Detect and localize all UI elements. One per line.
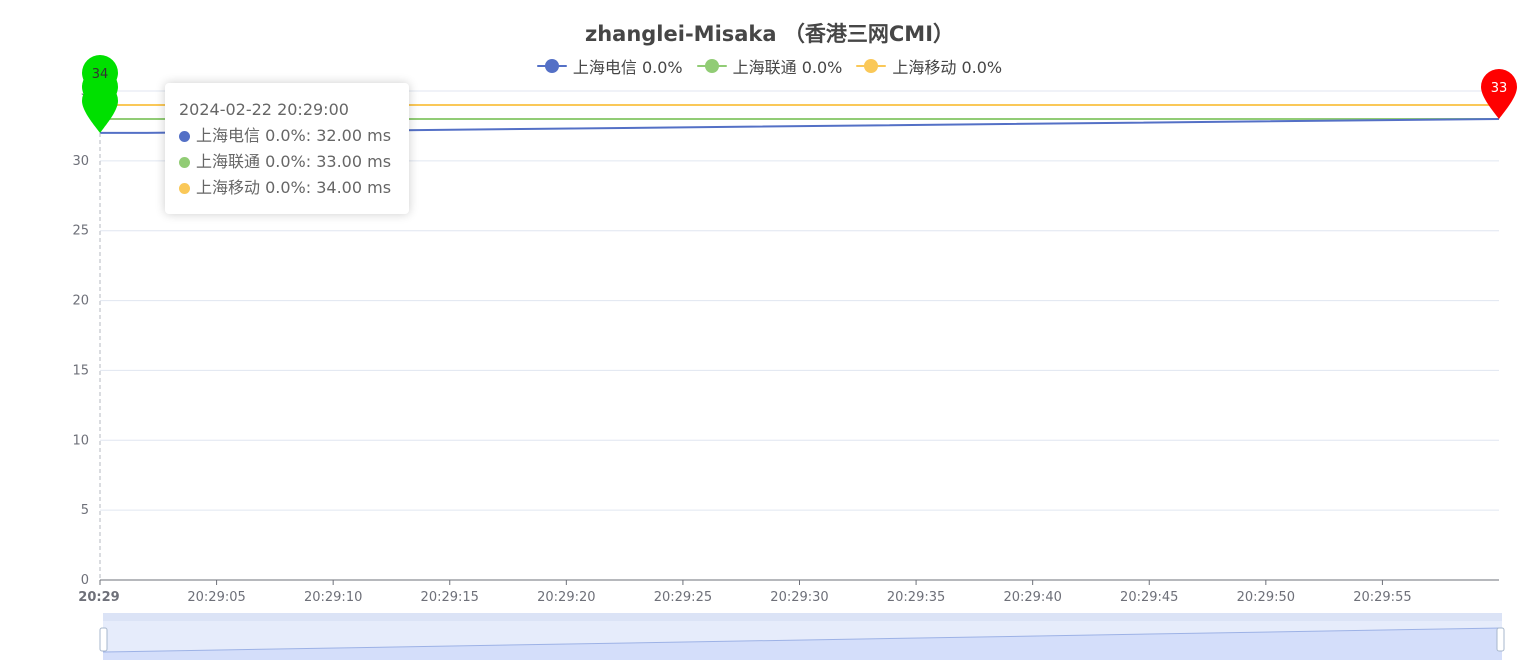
axis-layer: 051015202530320:2920:29:0520:29:1020:29:… xyxy=(72,84,1499,605)
legend-item-series-2[interactable]: 上海移动 0.0% xyxy=(856,54,1002,78)
tooltip-dot xyxy=(179,130,190,142)
x-tick-label: 20:29:15 xyxy=(421,590,479,605)
tooltip-dot xyxy=(179,156,190,168)
tooltip-row-text: 上海移动 0.0%: 34.00 ms xyxy=(196,178,392,197)
tooltip-row: 上海电信 0.0%: 32.00 ms xyxy=(179,123,395,149)
mark-point-pin xyxy=(82,54,118,105)
legend-item-series-1[interactable]: 上海联通 0.0% xyxy=(696,54,843,78)
legend-swatch-series-0 xyxy=(536,59,567,73)
mark-point-label: 34 xyxy=(92,67,109,82)
tooltip-row-text: 上海电信 0.0%: 32.00 ms xyxy=(196,126,392,145)
x-tick-label: 20:29 xyxy=(78,590,119,605)
tooltip-time: 2024-02-22 20:29:00 xyxy=(179,100,349,119)
x-tick-label: 20:29:50 xyxy=(1237,590,1295,605)
legend-item-series-0[interactable]: 上海电信 0.0% xyxy=(536,54,683,78)
x-tick-label: 20:29:55 xyxy=(1353,590,1411,605)
zoom-handle-left xyxy=(99,627,108,652)
zoom-move-handle xyxy=(103,613,1502,621)
x-tick-label: 20:29:20 xyxy=(537,590,595,605)
legend-label-series-0: 上海电信 0.0% xyxy=(572,58,683,77)
series-line-0 xyxy=(100,117,1500,134)
chart-title: zhanglei-Misaka （香港三网CMI） xyxy=(584,22,955,46)
x-tick-label: 20:29:45 xyxy=(1120,590,1178,605)
zoom-data-area xyxy=(103,628,1502,660)
y-tick-label: 30 xyxy=(72,154,89,169)
zoom-data-line xyxy=(102,627,1503,653)
y-tick-label: 15 xyxy=(72,363,89,378)
mark-point-pin xyxy=(1481,68,1517,119)
tooltip-dot xyxy=(179,182,190,194)
legend-swatch-series-2 xyxy=(856,59,887,73)
y-tick-label: 25 xyxy=(72,224,89,239)
x-tick-label: 20:29:35 xyxy=(887,590,945,605)
markpoint-layer: 32333433 xyxy=(82,54,1517,133)
chart-legend: 上海电信 0.0% 上海联通 0.0% 上海移动 0.0% xyxy=(0,54,1539,78)
legend-label-series-1: 上海联通 0.0% xyxy=(732,58,843,77)
tooltip-row: 上海移动 0.0%: 34.00 ms xyxy=(179,175,395,201)
legend-label-series-2: 上海移动 0.0% xyxy=(892,58,1003,77)
x-tick-label: 20:29:40 xyxy=(1003,590,1061,605)
zoom-handle-right xyxy=(1496,627,1505,652)
x-tick-label: 20:29:05 xyxy=(187,590,245,605)
tooltip-row: 上海联通 0.0%: 33.00 ms xyxy=(179,149,395,175)
mark-point-label: 33 xyxy=(1491,81,1508,96)
legend-swatch-series-1 xyxy=(696,59,727,73)
x-tick-label: 20:29:10 xyxy=(304,590,362,605)
y-tick-label: 5 xyxy=(81,503,89,518)
x-tick-label: 20:29:30 xyxy=(770,590,828,605)
tooltip: 2024-02-22 20:29:00 上海电信 0.0%: 32.00 ms … xyxy=(165,83,409,214)
data-zoom-slider[interactable] xyxy=(99,613,1505,660)
x-tick-label: 20:29:25 xyxy=(654,590,712,605)
y-tick-label: 20 xyxy=(72,294,89,309)
y-tick-label: 0 xyxy=(81,573,89,588)
y-tick-label: 10 xyxy=(72,433,89,448)
tooltip-row-text: 上海联通 0.0%: 33.00 ms xyxy=(196,152,392,171)
